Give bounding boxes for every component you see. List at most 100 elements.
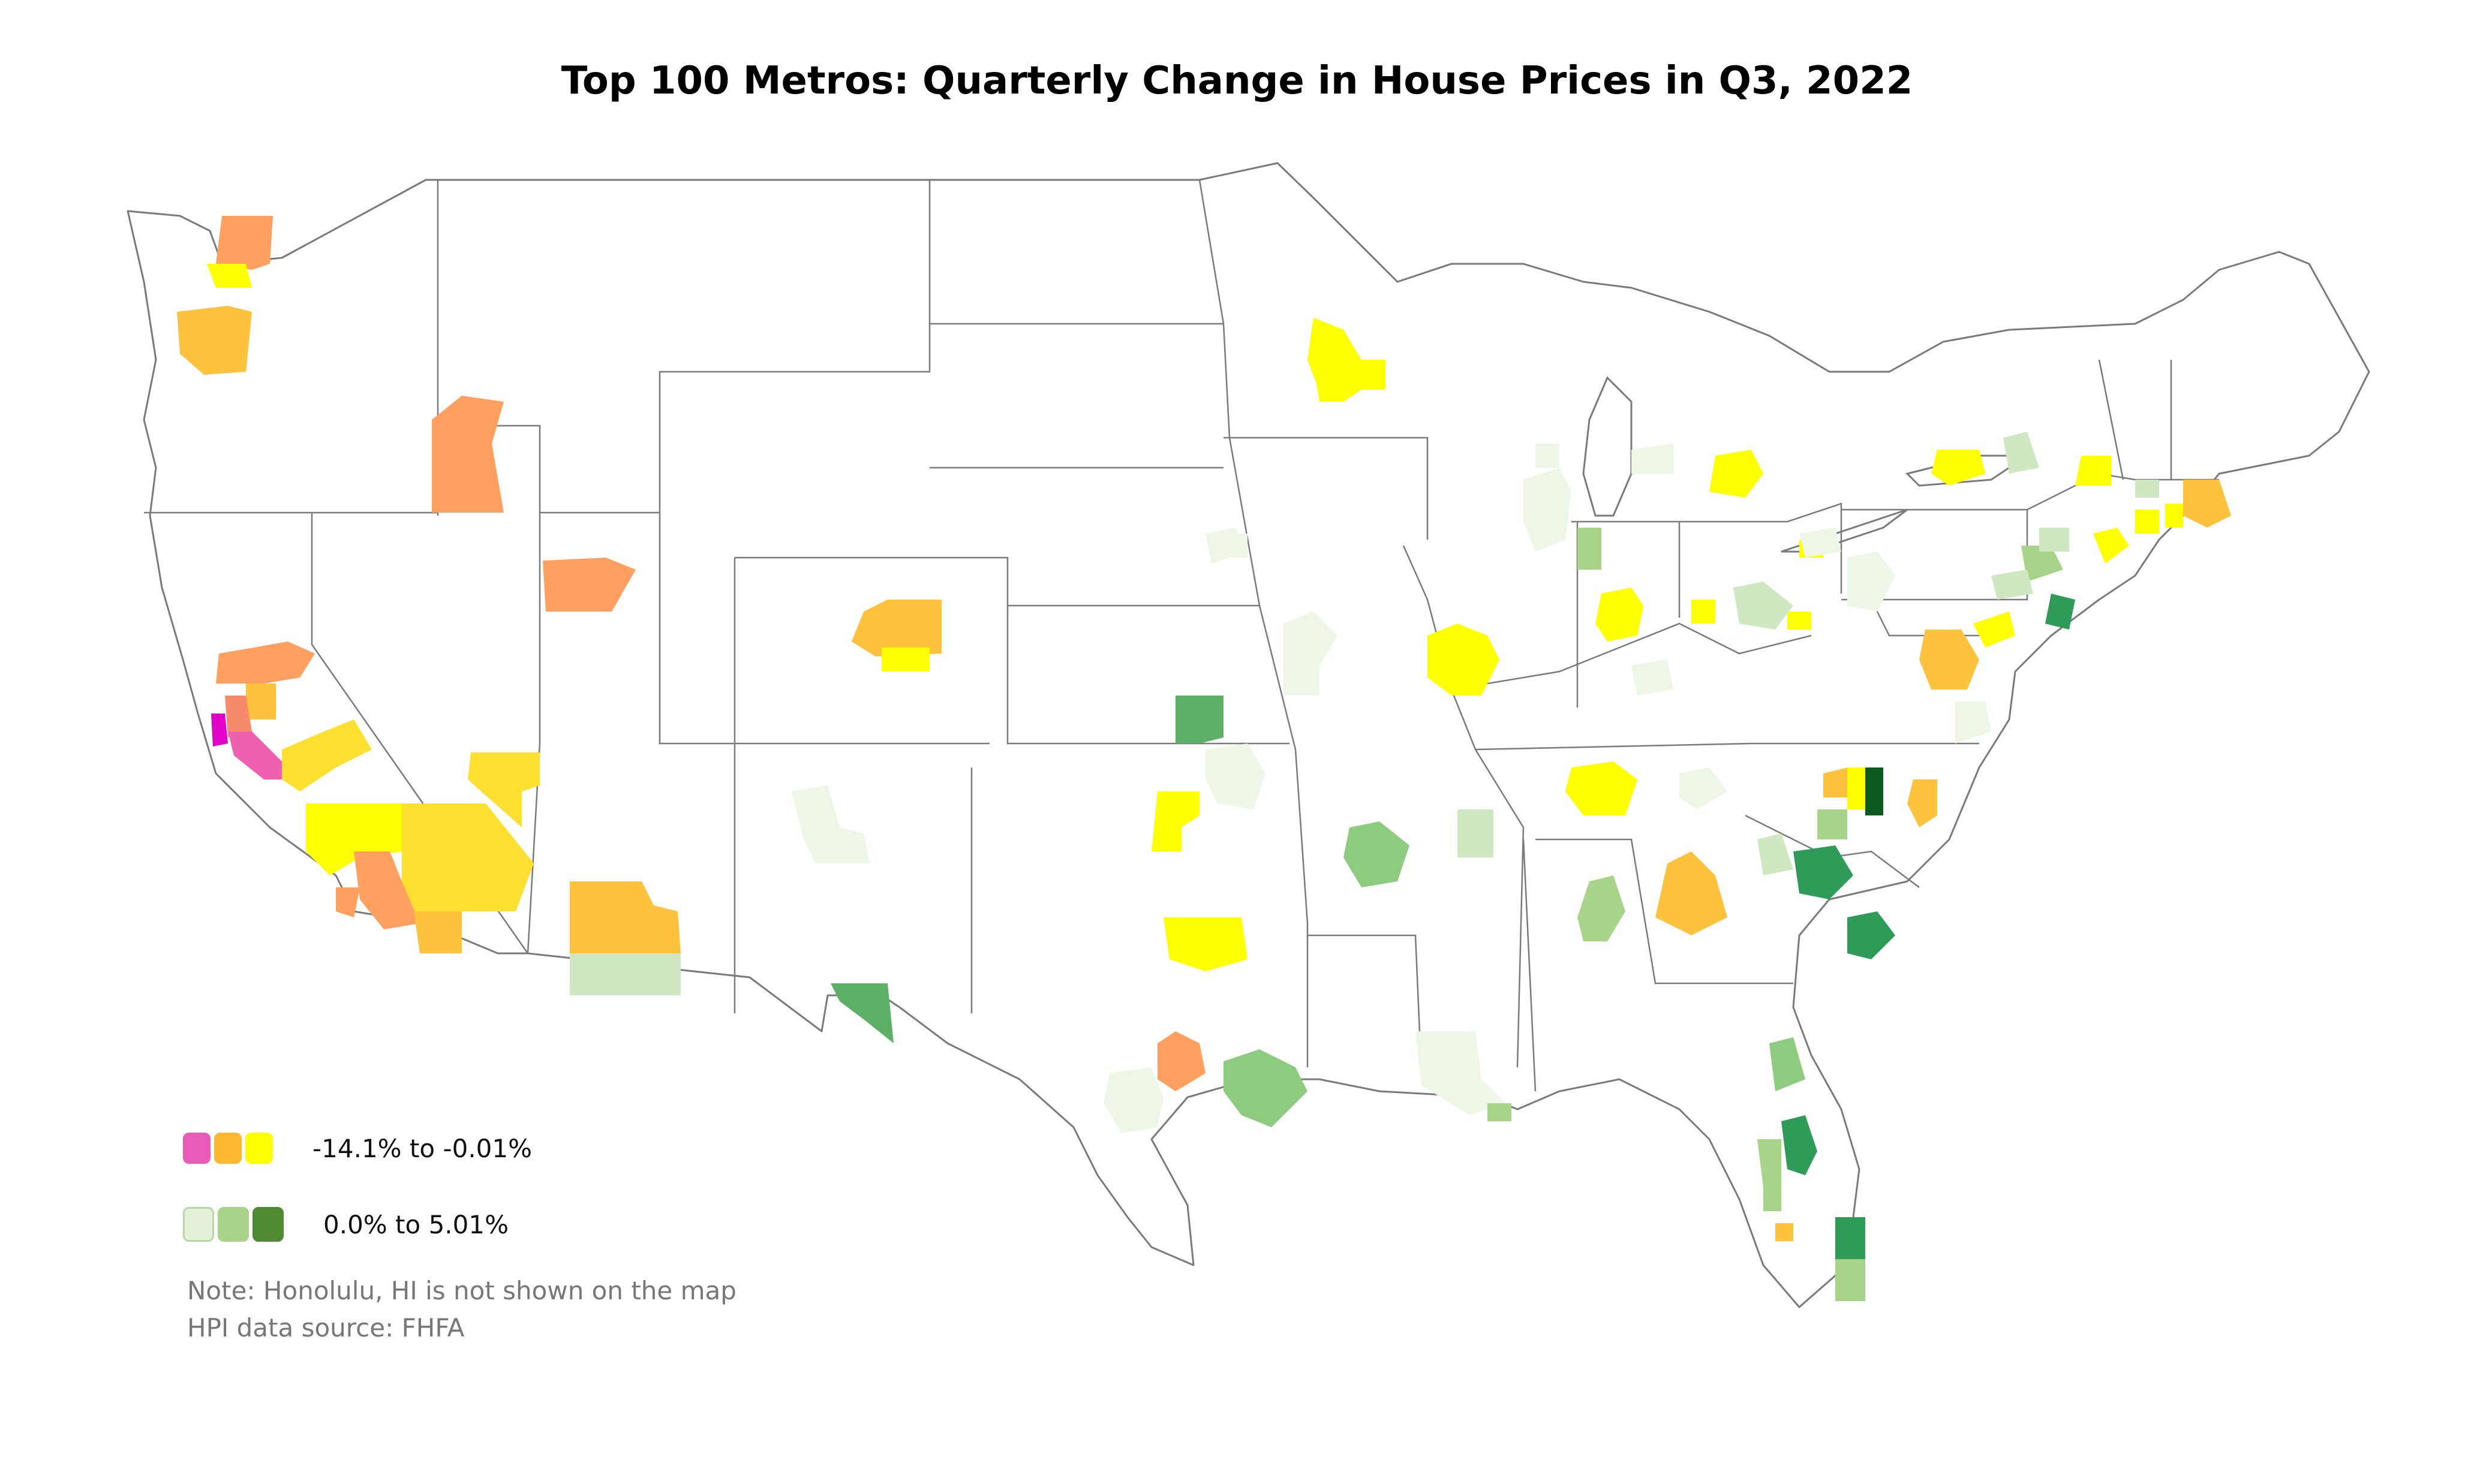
metro-houston — [1224, 1049, 1307, 1127]
metro-syracuse-albany — [2075, 456, 2111, 486]
metros-positive — [570, 432, 2159, 1301]
metro-des-moines — [1218, 534, 1247, 558]
metro-cape-coral — [1775, 1223, 1793, 1241]
metro-dallas — [1164, 917, 1247, 971]
metro-birmingham — [1577, 875, 1625, 941]
metro-santa-cruz — [228, 732, 288, 779]
metro-portland — [177, 306, 252, 375]
metro-nashville — [1565, 761, 1637, 815]
metro-chicago — [1523, 468, 1571, 552]
metro-wichita — [1176, 696, 1224, 743]
metro-columbia-sc — [1817, 809, 1847, 839]
metro-las-vegas — [468, 752, 540, 827]
metro-dc-baltimore — [1919, 630, 1979, 690]
metros-negative — [177, 216, 2231, 1241]
metro-allentown — [2021, 546, 2063, 582]
metro-el-paso — [831, 983, 894, 1043]
metro-west-palm — [1835, 1217, 1865, 1259]
metro-ventura — [336, 887, 360, 917]
legend-swatch-negative-2 — [214, 1133, 242, 1164]
note-data-source: HPI data source: FHFA — [187, 1313, 465, 1342]
metro-baton-rouge-no — [1415, 1031, 1505, 1115]
metro-philadelphia — [2045, 594, 2075, 630]
metro-orlando — [1781, 1115, 1817, 1175]
metro-atlanta — [1655, 851, 1727, 935]
metro-gary — [1577, 528, 1601, 570]
metro-tampa — [1757, 1139, 1781, 1187]
metro-seattle — [216, 216, 273, 270]
legend-positive: 0.0% to 5.01% — [183, 1206, 509, 1242]
metro-charlotte — [1793, 845, 1853, 899]
metro-pittsburgh — [1847, 552, 1895, 612]
metro-springfield-ma — [2135, 480, 2159, 498]
note-honolulu: Note: Honolulu, HI is not shown on the m… — [187, 1276, 737, 1305]
metro-sf-oakland — [225, 696, 252, 738]
legend-label-positive: 0.0% to 5.01% — [323, 1209, 509, 1239]
metro-harrisburg — [1991, 570, 2033, 600]
metro-scranton — [2039, 528, 2069, 552]
metro-greenville — [1757, 833, 1793, 875]
us-outline — [127, 162, 2370, 1308]
metro-austin — [1158, 1031, 1206, 1091]
metro-memphis — [1457, 809, 1493, 857]
metro-grand-rapids — [1631, 444, 1673, 474]
metro-hartford — [2135, 510, 2159, 534]
metro-denver — [852, 600, 942, 657]
metro-boston — [2183, 480, 2231, 528]
metro-stockton — [246, 684, 276, 720]
metro-buffalo-rochester — [1931, 450, 1985, 486]
metro-greensboro — [1823, 767, 1847, 797]
metro-baltimore — [1973, 612, 2015, 648]
metro-colorado-springs — [882, 648, 930, 672]
metro-kansas-city — [1283, 612, 1337, 696]
metro-albany — [2003, 432, 2039, 474]
legend-swatch-positive-3 — [252, 1207, 284, 1242]
legend-swatch-positive-2 — [218, 1207, 249, 1242]
metro-fresno — [282, 720, 372, 791]
metro-cleveland-akron — [1799, 528, 1841, 558]
state-borders — [144, 179, 2219, 1092]
metro-milwaukee — [1535, 444, 1559, 468]
metro-sarasota — [1763, 1187, 1781, 1211]
metro-salt-lake — [543, 558, 636, 612]
metro-los-angeles — [354, 851, 420, 929]
map-title: Top 100 Metros: Quarterly Change in Hous… — [561, 59, 1913, 103]
metro-oklahoma-city — [1152, 791, 1200, 851]
metro-charleston — [1847, 911, 1895, 959]
legend-negative: -14.1% to -0.01% — [183, 1130, 532, 1166]
metro-louisville — [1631, 660, 1673, 696]
metro-dayton — [1691, 600, 1715, 624]
metro-knoxville — [1679, 767, 1727, 809]
metro-minneapolis — [1307, 318, 1385, 402]
legend-swatch-negative-3 — [245, 1133, 273, 1164]
legend-swatch-negative-1 — [183, 1133, 211, 1164]
metro-winston-salem — [1865, 767, 1883, 815]
metro-providence — [2165, 504, 2183, 528]
metro-new-york — [2093, 528, 2129, 564]
metro-little-rock — [1343, 821, 1409, 887]
metro-san-jose — [211, 714, 228, 746]
metro-cincinnati — [1787, 612, 1811, 630]
metro-indianapolis — [1595, 588, 1643, 642]
metro-san-antonio — [1104, 1067, 1164, 1133]
legend-swatch-positive-1 — [183, 1207, 214, 1242]
metro-richmond — [1955, 702, 1991, 743]
metro-jacksonville — [1769, 1037, 1805, 1091]
metro-columbus — [1733, 582, 1793, 630]
metro-durham — [1907, 779, 1937, 827]
metro-tulsa — [1206, 743, 1265, 809]
metro-miami — [1835, 1259, 1865, 1301]
metro-san-diego — [414, 911, 462, 953]
lake-michigan — [1582, 376, 1633, 517]
metro-albuquerque — [792, 785, 870, 863]
metro-tacoma — [207, 264, 252, 288]
metro-bakersfield — [306, 803, 402, 875]
metro-boise — [432, 396, 504, 513]
legend-label-negative: -14.1% to -0.01% — [312, 1133, 533, 1163]
metro-phoenix — [570, 881, 681, 953]
metro-tucson — [570, 953, 681, 995]
metro-sacramento — [216, 642, 315, 684]
metro-new-orleans — [1487, 1103, 1511, 1121]
